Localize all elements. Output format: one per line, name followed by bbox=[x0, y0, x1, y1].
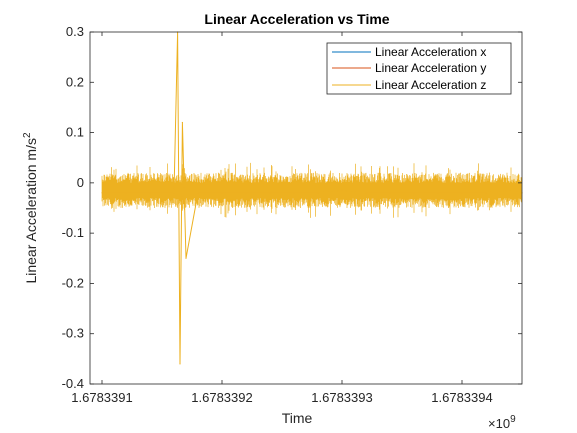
series-point bbox=[173, 192, 175, 194]
series-point bbox=[185, 257, 187, 259]
series-noise-band bbox=[101, 162, 522, 218]
legend: Linear Acceleration x Linear Acceleratio… bbox=[326, 42, 512, 95]
series-point bbox=[341, 189, 343, 191]
x-tick-label: 1.6783393 bbox=[311, 390, 372, 405]
legend-label-x: Linear Acceleration x bbox=[375, 45, 486, 59]
series-point bbox=[101, 192, 103, 194]
x-axis-exponent-base: ×10 bbox=[488, 416, 510, 431]
data-layer bbox=[101, 31, 523, 365]
series-point bbox=[413, 192, 415, 194]
series-2 bbox=[101, 31, 523, 365]
legend-label-z: Linear Acceleration z bbox=[375, 78, 486, 92]
y-tick-label: -0.2 bbox=[62, 275, 84, 290]
series-point bbox=[293, 192, 295, 194]
series-point bbox=[125, 192, 127, 194]
y-axis-label-text: Linear Acceleration m/s bbox=[23, 138, 39, 284]
series-point bbox=[221, 192, 223, 194]
y-tick-label: -0.4 bbox=[62, 376, 84, 391]
series-point bbox=[179, 363, 181, 365]
series-point bbox=[485, 192, 487, 194]
x-axis-exponent: ×109 bbox=[488, 414, 516, 431]
x-axis-label: Time bbox=[282, 410, 313, 426]
series-point bbox=[197, 192, 199, 194]
series-point bbox=[149, 192, 151, 194]
y-tick-label: 0.1 bbox=[66, 125, 84, 140]
series-point bbox=[509, 189, 511, 191]
chart-title: Linear Acceleration vs Time bbox=[204, 11, 389, 27]
series-point bbox=[389, 192, 391, 194]
axes-box bbox=[89, 31, 523, 385]
y-axis-label: Linear Acceleration m/s2 bbox=[22, 132, 39, 284]
series-point bbox=[461, 192, 463, 194]
x-tick-label: 1.6783391 bbox=[71, 390, 132, 405]
y-tick-label: 0.3 bbox=[66, 24, 84, 39]
y-tick-label: 0.2 bbox=[66, 74, 84, 89]
y-tick-label: 0 bbox=[77, 175, 84, 190]
y-ticks: -0.4 -0.3 -0.2 -0.1 0 0.1 0.2 0.3 bbox=[62, 24, 522, 391]
series-point bbox=[269, 192, 271, 194]
x-tick-label: 1.6783392 bbox=[191, 390, 252, 405]
legend-label-y: Linear Acceleration y bbox=[375, 61, 486, 75]
y-axis-label-superscript: 2 bbox=[22, 132, 33, 138]
x-tick-label: 1.6783394 bbox=[431, 390, 492, 405]
series-point bbox=[245, 192, 247, 194]
series-point bbox=[181, 121, 183, 124]
series-point bbox=[317, 192, 319, 194]
series-point bbox=[437, 192, 439, 194]
y-tick-label: -0.1 bbox=[62, 225, 84, 240]
series-point bbox=[365, 192, 367, 194]
x-axis-exponent-power: 9 bbox=[510, 414, 516, 425]
y-tick-label: -0.3 bbox=[62, 326, 84, 341]
x-ticks: 1.6783391 1.6783392 1.6783393 1.6783394 bbox=[71, 32, 493, 405]
